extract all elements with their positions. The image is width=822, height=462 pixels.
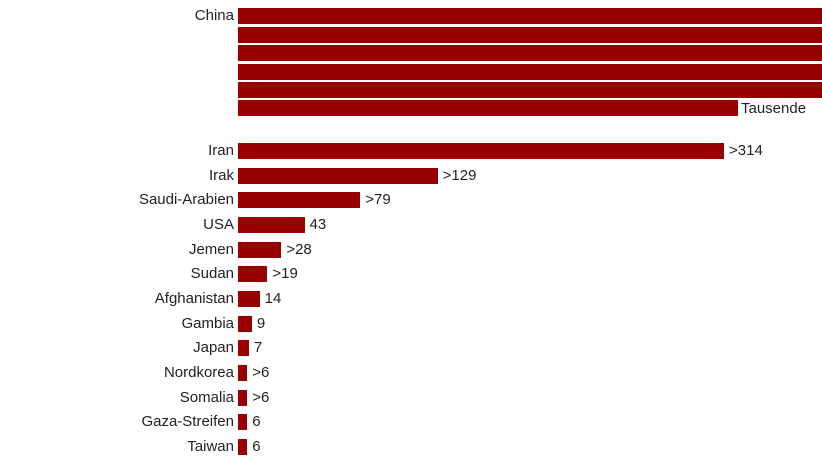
bar-value: 6 <box>252 413 261 431</box>
bar <box>238 414 248 431</box>
bar <box>238 389 248 406</box>
bar-label: Saudi-Arabien <box>138 191 234 209</box>
bar-row: USA 43 <box>0 217 822 233</box>
bar-label-china: China <box>194 7 234 24</box>
china-bar-2 <box>238 27 822 43</box>
bar-label: Iran <box>208 142 234 159</box>
bar-row: Gambia 9 <box>0 314 822 332</box>
bar-row: Saudi-Arabien >79 <box>0 191 822 209</box>
bar-label: Sudan <box>190 265 234 283</box>
china-bar-5 <box>238 82 822 98</box>
bar <box>238 315 252 332</box>
bar-row: Somalia >6 <box>0 388 822 406</box>
bar <box>238 217 305 233</box>
bar-value: 14 <box>264 290 282 308</box>
bar-label: Japan <box>193 339 234 357</box>
bar-value-china: Tausende <box>741 100 807 117</box>
bar-value: >6 <box>252 364 270 382</box>
bar-label: Nordkorea <box>163 364 234 382</box>
bar-row: Sudan >19 <box>0 265 822 283</box>
bar <box>238 167 438 184</box>
bar <box>238 192 361 209</box>
bar <box>238 241 282 258</box>
bar <box>238 291 260 308</box>
bar-value: >19 <box>272 265 298 283</box>
bar-label: Irak <box>208 166 234 184</box>
bar-label: USA <box>203 216 234 233</box>
bar-label: Jemen <box>188 240 234 258</box>
bar <box>238 143 724 159</box>
bar <box>238 439 248 456</box>
bar-value: >79 <box>365 191 391 209</box>
bar <box>238 340 249 357</box>
bar-value: 7 <box>253 339 263 357</box>
china-bar-1 <box>238 8 822 24</box>
bar-row: Afghanistan 14 <box>0 290 822 308</box>
bar-label: Taiwan <box>187 438 234 456</box>
bar-row: Nordkorea >6 <box>0 364 822 382</box>
bar-label: Gambia <box>181 314 234 332</box>
bar-value: >6 <box>252 388 270 406</box>
bar-value: 9 <box>256 314 266 332</box>
bar <box>238 266 268 283</box>
china-bar-4 <box>238 64 822 80</box>
bar-label: Gaza-Streifen <box>141 413 234 431</box>
china-bar-3 <box>238 45 822 61</box>
bar-row: Irak >129 <box>0 166 822 184</box>
bar-value: 43 <box>309 216 327 233</box>
bar-value: >314 <box>729 142 763 159</box>
bar-label: Afghanistan <box>154 290 234 308</box>
bar-value: 6 <box>252 438 261 456</box>
bar-row: Jemen >28 <box>0 240 822 258</box>
bar <box>238 365 248 382</box>
bar-label: Somalia <box>179 388 234 406</box>
bar-value: >28 <box>286 240 312 258</box>
bar-value: >129 <box>442 166 477 184</box>
bar-row: Taiwan 6 <box>0 438 822 456</box>
china-bar-6 <box>238 100 738 116</box>
bar-row: Iran >314 <box>0 143 822 159</box>
bar-row: Japan 7 <box>0 339 822 357</box>
bar-row: Gaza-Streifen 6 <box>0 413 822 431</box>
